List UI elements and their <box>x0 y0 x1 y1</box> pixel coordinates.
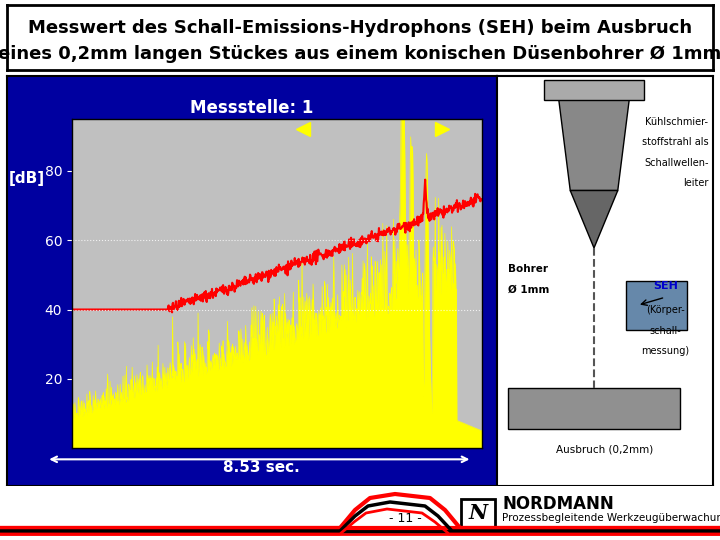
Polygon shape <box>557 88 631 191</box>
Text: N: N <box>469 503 487 523</box>
Text: NORDMANN: NORDMANN <box>502 495 613 513</box>
Text: SEH: SEH <box>653 281 678 291</box>
Text: Kühlschmier-: Kühlschmier- <box>646 117 708 127</box>
Text: - 11 -: - 11 - <box>389 511 421 524</box>
Text: Messwert des Schall-Emissions-Hydrophons (SEH) beim Ausbruch: Messwert des Schall-Emissions-Hydrophons… <box>28 19 692 37</box>
Text: eines 0,2mm langen Stückes aus einem konischen Düsenbohrer Ø 1mm: eines 0,2mm langen Stückes aus einem kon… <box>0 45 720 63</box>
Text: (Körper-: (Körper- <box>646 306 685 315</box>
Polygon shape <box>570 191 618 248</box>
FancyBboxPatch shape <box>461 499 495 527</box>
Text: schall-: schall- <box>649 326 681 336</box>
Text: Bohrer: Bohrer <box>508 265 548 274</box>
Text: Schallwellen-: Schallwellen- <box>644 158 708 168</box>
Text: Messstelle: 1: Messstelle: 1 <box>190 99 314 117</box>
Polygon shape <box>544 80 644 100</box>
Text: messung): messung) <box>642 347 689 356</box>
Text: 8.53 sec.: 8.53 sec. <box>223 460 300 475</box>
Text: Ø 1mm: Ø 1mm <box>508 285 549 295</box>
Bar <box>626 281 687 330</box>
Text: Prozessbegleitende Werkzeugüberwachung: Prozessbegleitende Werkzeugüberwachung <box>502 513 720 523</box>
Text: stoffstrahl als: stoffstrahl als <box>642 137 708 147</box>
Text: leiter: leiter <box>683 178 708 188</box>
Text: [dB]: [dB] <box>9 171 45 186</box>
Bar <box>508 388 680 429</box>
Text: Ausbruch (0,2mm): Ausbruch (0,2mm) <box>556 445 654 455</box>
